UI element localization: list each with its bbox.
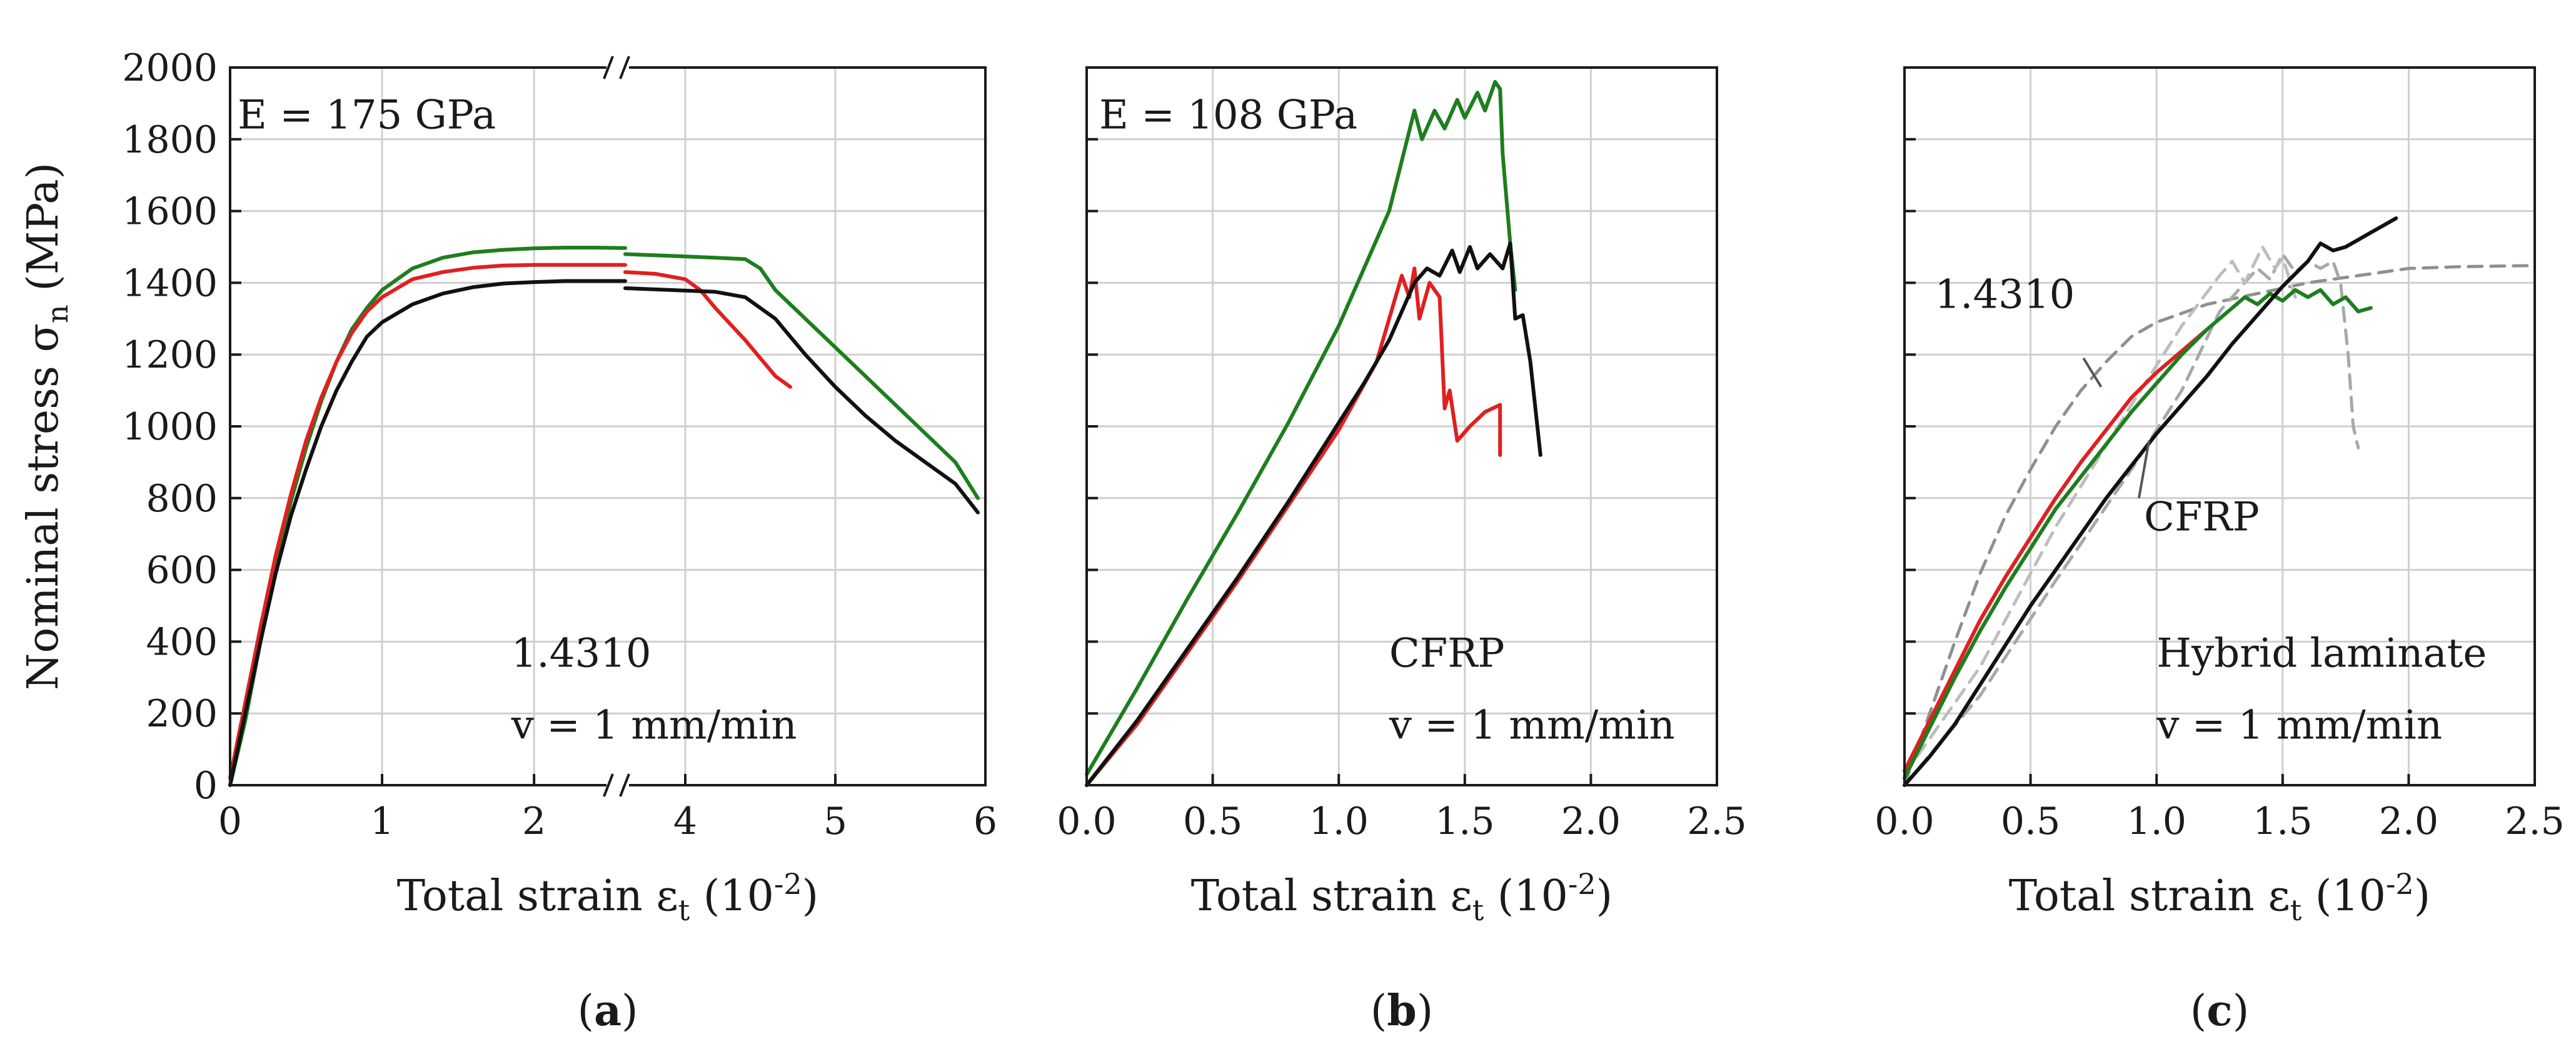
x-axis-title: Total strain εt (10-2) xyxy=(397,867,818,927)
panel-c: 0.0 0.5 1.0 1.5 2.0 2.5 Total strain εt (10-2)… xyxy=(1874,66,2565,1036)
x-axis: 0 1 2 4 5 6 xyxy=(218,774,997,843)
x-tick-label: 1 xyxy=(370,800,394,843)
y-axis: 0 200 400 600 800 1000 1200 1400 1600 1800 2000 xyxy=(122,46,241,808)
series-line-red-specimen xyxy=(623,270,792,389)
annotation: E = 175 GPa xyxy=(238,93,496,139)
x-tick-label: 2 xyxy=(522,800,546,843)
axis-break-mark xyxy=(603,56,614,79)
panel-b: 0.0 0.5 1.0 1.5 2.0 2.5 Total strain εt (10-2)… xyxy=(1057,66,1747,1036)
series-line-black-specimen xyxy=(1085,241,1542,787)
panel-label: (b) xyxy=(1371,986,1434,1036)
annotation: v = 1 mm/min xyxy=(1389,702,1675,748)
y-tick-label: 600 xyxy=(146,549,218,593)
annotation: 1.4310 xyxy=(511,631,652,677)
x-tick-label: 0.5 xyxy=(2001,800,2060,843)
series-line-black-specimen xyxy=(1903,216,2398,787)
gridlines xyxy=(1904,68,2535,785)
y-axis xyxy=(1087,66,1098,786)
series-line-red-specimen xyxy=(1085,266,1502,787)
x-tick-label: 1.5 xyxy=(1435,800,1494,843)
series-line-black-specimen xyxy=(623,286,980,514)
y-tick-label: 1200 xyxy=(122,333,218,377)
x-axis-title: Total strain εt (10-2) xyxy=(2009,867,2430,927)
y-tick-label: 800 xyxy=(146,477,218,521)
x-axis: 0.0 0.5 1.0 1.5 2.0 2.5 xyxy=(1874,774,2565,843)
annotation-pointer xyxy=(2138,440,2151,499)
x-tick-label: 2.0 xyxy=(1561,800,1621,843)
x-tick-label: 2.0 xyxy=(2379,800,2438,843)
y-tick-label: 200 xyxy=(146,692,218,736)
y-tick-label: 1600 xyxy=(122,190,218,234)
axis-break-mark xyxy=(603,773,614,797)
x-tick-label: 6 xyxy=(974,800,997,843)
gridlines xyxy=(230,68,985,785)
x-axis: 0.0 0.5 1.0 1.5 2.0 2.5 xyxy=(1057,774,1747,843)
x-tick-label: 2.5 xyxy=(2505,800,2564,843)
gridlines xyxy=(1087,68,1717,785)
series-line-green-specimen xyxy=(623,252,980,500)
series-group xyxy=(228,246,980,787)
y-tick-label: 1400 xyxy=(122,261,218,305)
series-line-red-specimen xyxy=(228,263,627,780)
annotation: CFRP xyxy=(2144,494,2260,540)
annotation: 1.4310 xyxy=(1935,272,2075,318)
annotation: Hybrid laminate xyxy=(2156,631,2487,677)
y-tick-label: 1000 xyxy=(122,405,218,449)
annotation: E = 108 GPa xyxy=(1099,93,1357,139)
y-tick-label: 400 xyxy=(146,620,218,664)
x-tick-label: 5 xyxy=(823,800,847,843)
panel-a: 0 200 400 600 800 1000 1200 1400 1600 1800 2000 0 1 2… xyxy=(19,46,997,1036)
series-line-green-specimen xyxy=(1085,80,1517,776)
y-tick-label: 1800 xyxy=(122,118,218,162)
series-group xyxy=(1085,80,1542,787)
x-tick-label: 1.5 xyxy=(2253,800,2312,843)
x-tick-label: 0 xyxy=(218,800,242,843)
x-tick-label: 4 xyxy=(673,800,697,843)
series-line-black-specimen xyxy=(228,279,627,787)
series-group xyxy=(1903,216,2537,787)
x-tick-label: 0.0 xyxy=(1057,800,1116,843)
x-axis-title: Total strain εt (10-2) xyxy=(1191,867,1613,927)
x-tick-label: 0.0 xyxy=(1874,800,1934,843)
axis-break-mark xyxy=(619,56,630,79)
x-tick-label: 2.5 xyxy=(1687,800,1746,843)
annotation: v = 1 mm/min xyxy=(2156,702,2442,748)
x-tick-label: 1.0 xyxy=(2126,800,2186,843)
y-tick-label: 0 xyxy=(194,764,218,808)
annotation-pointer xyxy=(2082,357,2103,388)
y-axis xyxy=(1904,66,1916,786)
axis-break-mark xyxy=(619,773,630,797)
panel-label: (a) xyxy=(577,986,638,1036)
series-line-cfrp-reference-2 xyxy=(1903,245,2297,776)
annotation: CFRP xyxy=(1389,631,1505,677)
annotation: v = 1 mm/min xyxy=(511,702,797,748)
series-line-1-4310-reference xyxy=(1903,264,2537,787)
panel-label: (c) xyxy=(2190,986,2249,1036)
y-tick-label: 2000 xyxy=(122,46,218,90)
x-tick-label: 1.0 xyxy=(1309,800,1368,843)
series-line-green-specimen xyxy=(1903,288,2373,780)
x-tick-label: 0.5 xyxy=(1183,800,1242,843)
y-axis-title: Nominal stress σn (MPa) xyxy=(19,163,74,690)
series-line-red-specimen xyxy=(1903,328,2209,773)
